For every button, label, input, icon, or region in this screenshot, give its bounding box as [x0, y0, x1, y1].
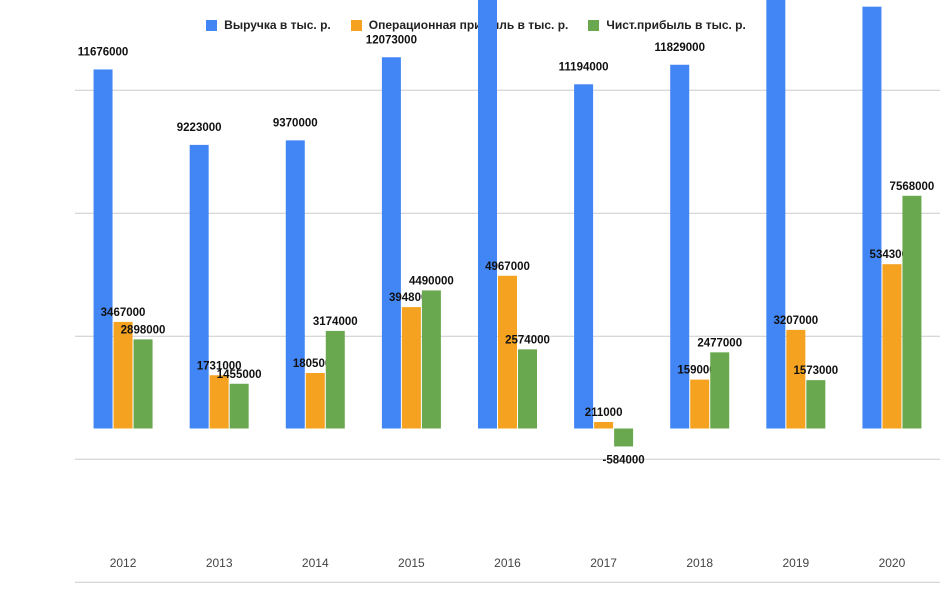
bar	[690, 379, 710, 429]
data-label: 9370000	[273, 117, 318, 129]
bar	[498, 275, 517, 429]
legend-item-revenue: Выручка в тыс. р.	[206, 18, 331, 32]
bar	[786, 329, 806, 429]
bar	[209, 375, 229, 429]
data-label: 2574000	[505, 334, 550, 346]
data-label: 1573000	[793, 365, 838, 377]
bar	[285, 140, 305, 429]
data-label: 2477000	[697, 337, 742, 349]
bar	[670, 64, 690, 429]
data-label: 3207000	[773, 315, 818, 327]
data-label: 7568000	[890, 181, 935, 193]
bar	[594, 422, 614, 429]
bar	[710, 352, 730, 429]
x-tick-label: 2017	[590, 556, 617, 570]
data-label: 11676000	[78, 46, 129, 58]
x-tick-label: 2020	[879, 556, 906, 570]
legend-label-operating-profit: Операционная прибыль в тыс. р.	[368, 18, 569, 32]
bar	[862, 6, 882, 429]
x-tick-label: 2012	[110, 556, 137, 570]
legend-item-operating-profit: Операционная прибыль в тыс. р.	[350, 18, 569, 32]
data-label: 12073000	[366, 34, 417, 46]
data-label: 11829000	[654, 42, 705, 54]
data-label: 1731000	[197, 360, 242, 372]
legend-label-revenue: Выручка в тыс. р.	[224, 18, 331, 32]
legend-item-net-profit: Чист.прибыль в тыс. р.	[588, 18, 746, 32]
x-tick-label: 2018	[686, 556, 713, 570]
x-tick-label: 2015	[398, 556, 425, 570]
bar	[614, 428, 634, 447]
data-label: 4490000	[409, 275, 454, 287]
bar	[325, 330, 345, 429]
data-label: 11194000	[559, 61, 609, 73]
x-tick-label: 2016	[494, 556, 521, 570]
bar	[806, 380, 826, 429]
bar	[902, 195, 922, 429]
bar	[766, 0, 786, 429]
data-label: 9223000	[177, 122, 222, 134]
data-label: -584000	[603, 454, 645, 466]
bar	[574, 84, 594, 429]
data-label: 3467000	[101, 307, 146, 319]
bar	[229, 383, 249, 429]
legend-swatch-operating-profit	[350, 19, 362, 31]
bar	[133, 339, 153, 429]
chart-legend: Выручка в тыс. р. Операционная прибыль в…	[0, 14, 952, 36]
bar	[401, 307, 421, 429]
bar	[381, 57, 401, 429]
x-tick-label: 2013	[206, 556, 233, 570]
data-label: 3174000	[313, 316, 358, 328]
bar	[305, 372, 325, 429]
data-label: 1455000	[217, 369, 262, 381]
bar	[518, 349, 537, 429]
x-tick-label: 2014	[302, 556, 329, 570]
bar	[478, 0, 497, 429]
legend-swatch-revenue	[206, 19, 218, 31]
legend-label-net-profit: Чист.прибыль в тыс. р.	[606, 18, 746, 32]
bar	[113, 321, 133, 429]
data-label: 2898000	[121, 324, 166, 336]
bar	[421, 290, 441, 429]
x-tick-label: 2019	[782, 556, 809, 570]
data-label: 211000	[585, 407, 623, 419]
legend-swatch-net-profit	[588, 19, 600, 31]
data-label: 4967000	[485, 261, 530, 273]
bar	[882, 264, 902, 429]
bar	[189, 144, 209, 429]
bar	[93, 69, 113, 429]
